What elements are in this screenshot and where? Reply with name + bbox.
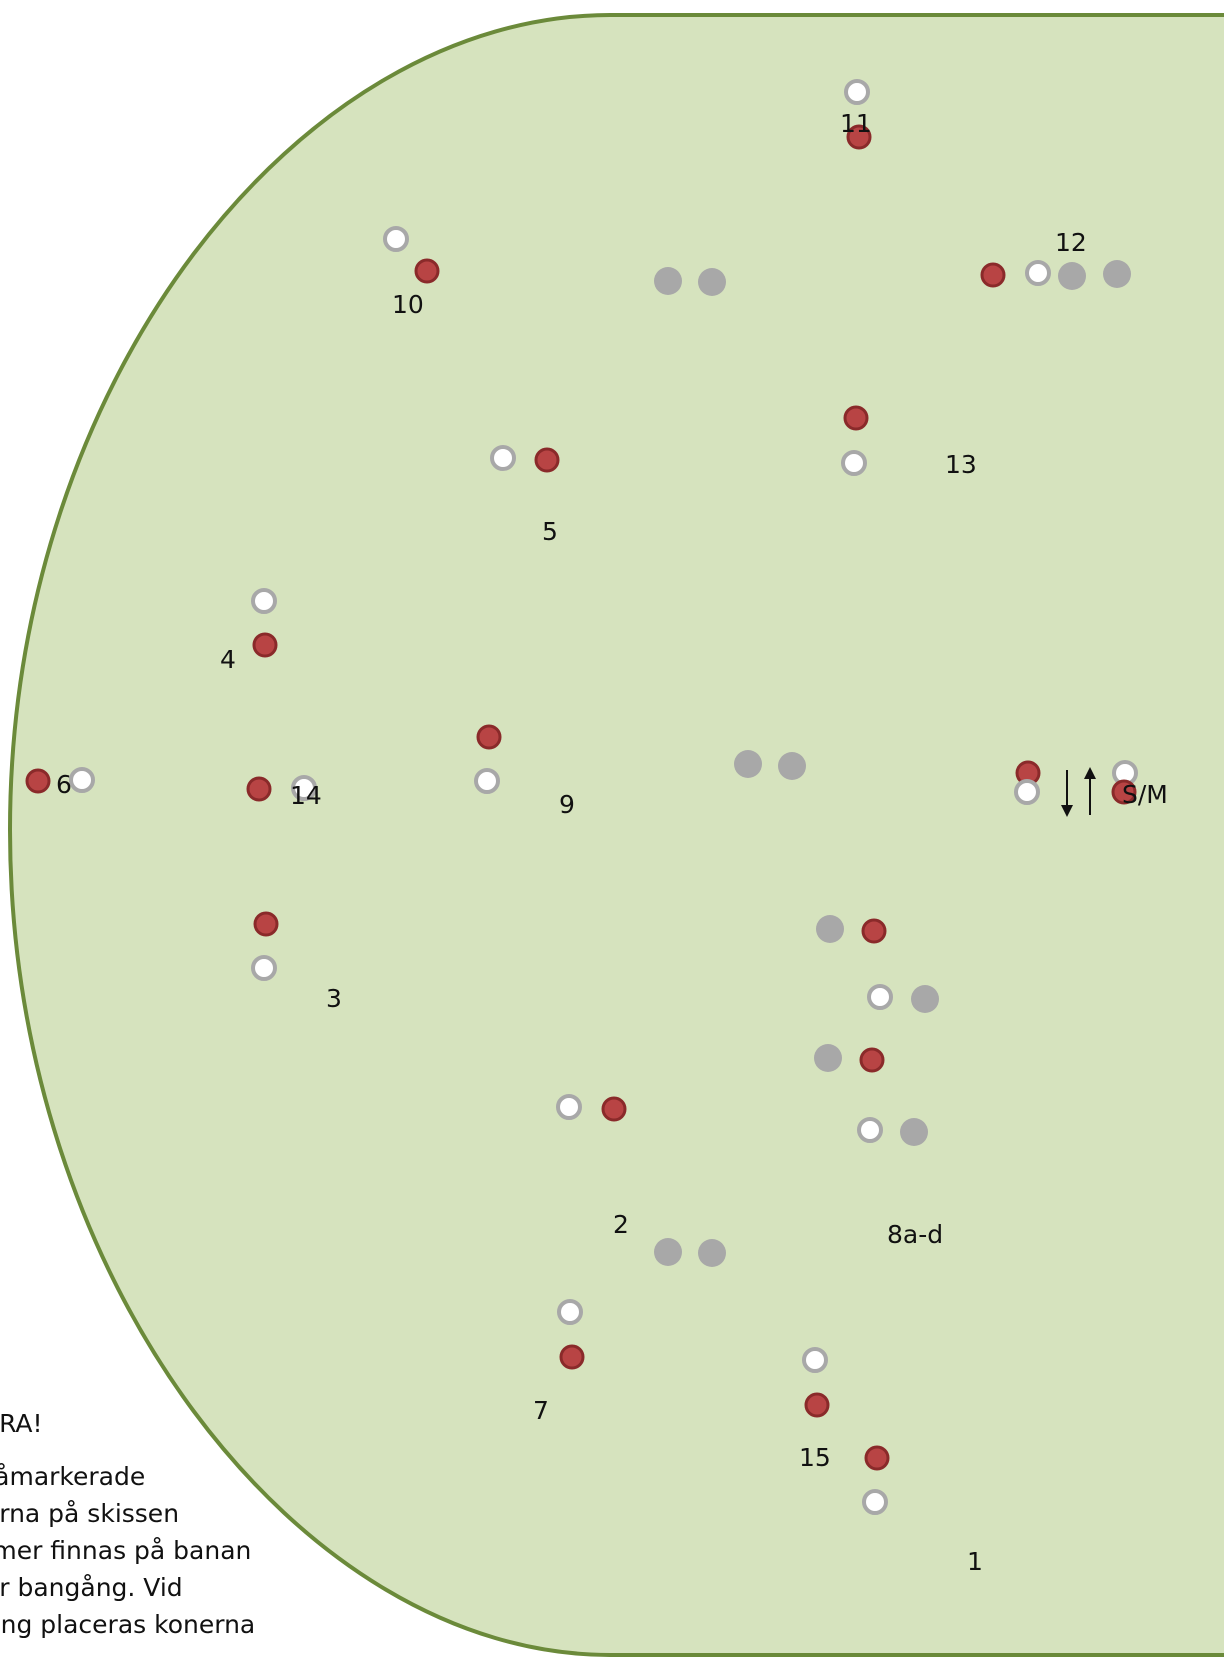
- red-cone-icon: [252, 632, 278, 658]
- cones-layer: [25, 79, 1138, 1515]
- red-cone-icon: [559, 1344, 585, 1370]
- note-line: mmer finnas på banan: [0, 1536, 252, 1565]
- grey-cone-icon: [1058, 262, 1086, 290]
- grey-cone-icon: [698, 268, 726, 296]
- station-label-12: 12: [1055, 228, 1087, 257]
- white-cone-icon: [556, 1094, 582, 1120]
- station-label-10: 10: [392, 290, 424, 319]
- start-finish-arrows: [1061, 767, 1096, 817]
- white-cone-icon: [490, 445, 516, 471]
- arrow-down-icon-head: [1061, 805, 1073, 817]
- station-label-4: 4: [220, 645, 236, 674]
- station-label-11: 11: [840, 109, 872, 138]
- grey-cone-icon: [654, 267, 682, 295]
- red-cone-icon: [534, 447, 560, 473]
- white-cone-icon: [802, 1347, 828, 1373]
- note-line: nerna på skissen: [0, 1499, 180, 1528]
- white-cone-icon: [251, 588, 277, 614]
- station-labels: 1 2 3 4 5 6 7 8a-d 9 10 11 12 13 14 15 S…: [56, 109, 1168, 1576]
- grey-cone-icon: [698, 1239, 726, 1267]
- station-label-3: 3: [326, 984, 342, 1013]
- grey-cone-icon: [816, 915, 844, 943]
- grey-cone-icon: [734, 750, 762, 778]
- course-field: [7, 13, 1224, 1657]
- grey-cone-icon: [911, 985, 939, 1013]
- note-line: rning placeras konerna: [0, 1610, 256, 1639]
- red-cone-icon: [846, 124, 872, 150]
- red-cone-icon: [1111, 779, 1137, 805]
- white-cone-icon: [474, 768, 500, 794]
- red-cone-icon: [25, 768, 51, 794]
- station-label-start-finish: S/M: [1122, 780, 1168, 809]
- arrow-up-icon-head: [1084, 767, 1096, 779]
- red-cone-icon: [864, 1445, 890, 1471]
- red-cone-icon: [980, 262, 1006, 288]
- white-cone-icon: [844, 79, 870, 105]
- red-cone-icon: [861, 918, 887, 944]
- white-cone-icon: [383, 226, 409, 252]
- red-cone-icon: [246, 776, 272, 802]
- red-cone-icon: [253, 911, 279, 937]
- grey-cone-icon: [900, 1118, 928, 1146]
- note-line: der bangång. Vid: [0, 1573, 183, 1602]
- station-label-1: 1: [967, 1547, 983, 1576]
- white-cone-icon: [857, 1117, 883, 1143]
- note-line: gråmarkerade: [0, 1462, 146, 1491]
- white-cone-icon: [841, 450, 867, 476]
- red-cone-icon: [601, 1096, 627, 1122]
- station-label-15: 15: [799, 1443, 831, 1472]
- grey-cone-icon: [1103, 260, 1131, 288]
- white-cone-icon: [291, 775, 317, 801]
- station-label-9: 9: [559, 790, 575, 819]
- red-cone-icon: [843, 405, 869, 431]
- station-label-2: 2: [613, 1210, 629, 1239]
- note-heading: TERA!: [0, 1409, 43, 1438]
- red-cone-icon: [414, 258, 440, 284]
- station-label-8a-d: 8a-d: [887, 1220, 943, 1249]
- white-cone-icon: [251, 955, 277, 981]
- red-cone-icon: [804, 1392, 830, 1418]
- station-label-13: 13: [945, 450, 977, 479]
- white-cone-icon: [867, 984, 893, 1010]
- station-label-7: 7: [533, 1396, 549, 1425]
- red-cone-icon: [476, 724, 502, 750]
- white-cone-icon: [862, 1489, 888, 1515]
- red-cone-icon: [859, 1047, 885, 1073]
- white-cone-icon: [557, 1299, 583, 1325]
- white-cone-icon: [69, 767, 95, 793]
- station-label-14: 14: [290, 781, 322, 810]
- station-label-5: 5: [542, 517, 558, 546]
- grey-cone-icon: [654, 1238, 682, 1266]
- white-cone-icon: [1014, 779, 1040, 805]
- course-note: TERA! gråmarkerade nerna på skissen mmer…: [0, 1405, 298, 1643]
- white-cone-icon: [1025, 260, 1051, 286]
- station-label-6: 6: [56, 770, 72, 799]
- grey-cone-icon: [814, 1044, 842, 1072]
- grey-cone-icon: [778, 752, 806, 780]
